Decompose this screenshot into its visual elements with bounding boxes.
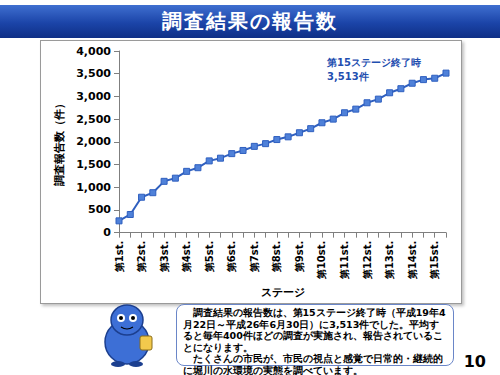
svg-text:2,000: 2,000 <box>76 135 111 148</box>
svg-text:第4st.: 第4st. <box>181 241 192 274</box>
svg-text:ステージ: ステージ <box>261 286 305 299</box>
svg-text:第9st.: 第9st. <box>294 241 305 274</box>
svg-text:調査報告数（件）: 調査報告数（件） <box>53 98 66 186</box>
svg-text:500: 500 <box>88 203 111 216</box>
svg-text:第1st.: 第1st. <box>114 241 125 274</box>
svg-text:第13st.: 第13st. <box>384 241 395 280</box>
html-text:調査結果の報告数: 調査結果の報告数 <box>162 9 338 33</box>
svg-text:4,000: 4,000 <box>76 45 111 58</box>
svg-text:第10st.: 第10st. <box>316 241 327 280</box>
svg-text:第11st.: 第11st. <box>339 241 350 280</box>
svg-text:第8st.: 第8st. <box>271 241 282 274</box>
svg-text:第2st.: 第2st. <box>136 241 147 274</box>
svg-text:3,513件: 3,513件 <box>327 71 369 82</box>
svg-text:1,000: 1,000 <box>76 181 111 194</box>
svg-text:第12st.: 第12st. <box>362 241 373 280</box>
svg-text:第3st.: 第3st. <box>159 241 170 274</box>
svg-text:3,500: 3,500 <box>76 67 111 80</box>
svg-text:0: 0 <box>103 226 111 239</box>
html-text:10: 10 <box>463 352 486 371</box>
svg-text:第15st.: 第15st. <box>429 241 440 280</box>
svg-text:第6st.: 第6st. <box>226 241 237 274</box>
html-text:たくさんの市民が、市民の視点と感覚で日常的・継続的に堀川の水: たくさんの市民が、市民の視点と感覚で日常的・継続的に堀川の水環境の実態を調べてい… <box>183 353 443 375</box>
svg-text:第15ステージ終了時: 第15ステージ終了時 <box>326 57 421 68</box>
svg-text:3,000: 3,000 <box>76 90 111 103</box>
svg-text:第14st.: 第14st. <box>407 241 418 280</box>
html-text:調査結果の報告数は、第15ステージ終了時（平成19年4月22: 調査結果の報告数は、第15ステージ終了時（平成19年4月22日～平成26年6月3… <box>183 307 446 353</box>
svg-text:第5st.: 第5st. <box>204 241 215 274</box>
svg-text:1,500: 1,500 <box>76 158 111 171</box>
svg-text:2,500: 2,500 <box>76 113 111 126</box>
svg-text:第7st.: 第7st. <box>249 241 260 274</box>
